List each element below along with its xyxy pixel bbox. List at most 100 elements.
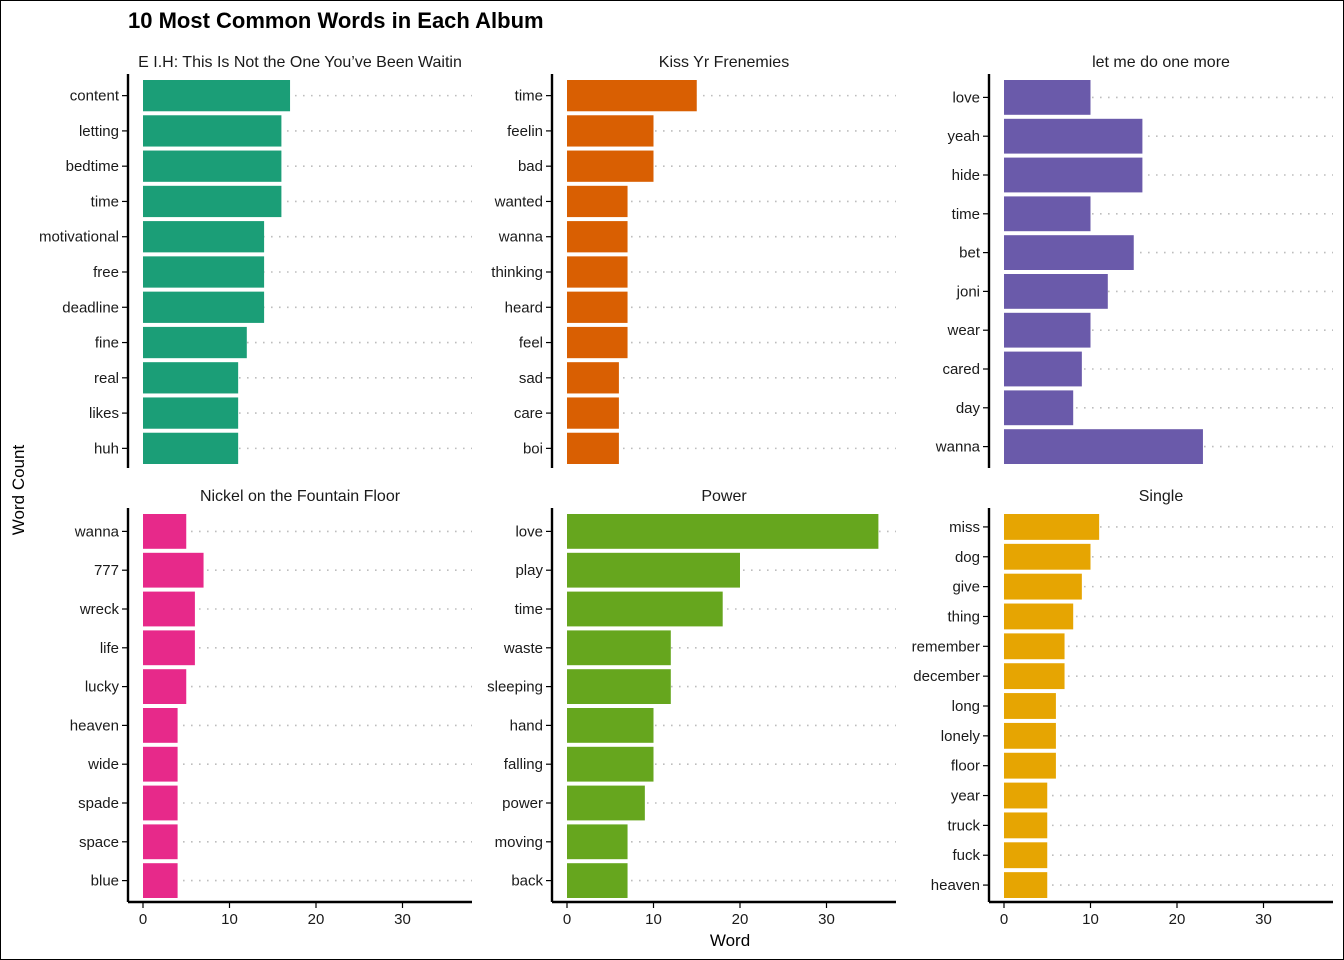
bar-heard [567,291,628,323]
category-label: truck [947,817,980,834]
category-label: day [956,400,981,417]
bar-waste [567,630,671,666]
panel-title: Nickel on the Fountain Floor [200,488,401,505]
x-tick-label: 20 [308,911,325,928]
category-label: real [94,370,119,387]
category-label: free [93,264,119,281]
bar-hand [567,708,654,743]
bar-time [567,80,697,112]
bar-feelin [567,115,654,147]
bar-falling [567,746,654,782]
category-label: deadline [62,299,119,316]
x-tick-label: 20 [1169,911,1186,928]
x-tick-label: 10 [645,911,662,928]
y-axis-title: Word Count [9,445,28,536]
panel-0: E I.H: This Is Not the One You’ve Been W… [39,54,472,468]
category-label: miss [949,519,980,536]
panel-title: Power [701,488,747,505]
bar-feel [567,326,628,359]
x-tick-label: 0 [563,911,571,928]
category-label: boi [523,440,543,457]
category-label: cared [942,361,980,378]
category-label: year [951,788,980,805]
bar-wanna [1004,429,1203,464]
panel-title: Kiss Yr Frenemies [659,54,789,71]
category-label: spade [78,795,119,812]
category-label: heaven [931,877,980,894]
category-label: love [952,89,980,106]
category-label: bad [518,158,543,175]
bar-heaven [1004,872,1048,898]
bar-hide [1004,157,1143,193]
panel-5: Single miss dog give thing remember december lo… [912,488,1333,928]
category-label: care [514,405,543,422]
category-label: thing [947,608,980,625]
category-label: lucky [85,679,120,696]
bar-time [143,185,282,218]
bar-yeah [1004,118,1143,154]
category-label: fine [95,335,119,352]
bar-floor [1004,752,1056,779]
category-label: wanna [74,523,120,540]
bar-lucky [143,669,187,704]
bar-fine [143,326,247,359]
bar-spade [143,785,178,821]
category-label: time [515,88,543,105]
bar-give [1004,573,1082,600]
category-label: heaven [70,717,119,734]
category-label: wide [87,756,119,773]
bar-wreck [143,591,195,627]
bar-777 [143,552,204,588]
bar-wanna [567,221,628,253]
bar-blue [143,863,178,898]
category-label: life [100,640,119,657]
bar-letting [143,115,282,147]
category-label: long [952,698,980,715]
x-axis-title: Word [710,931,750,950]
panel-title: Single [1139,488,1184,505]
bar-boi [567,432,619,464]
bar-december [1004,663,1065,690]
category-label: time [952,206,980,223]
bar-thing [1004,603,1074,630]
bar-fuck [1004,842,1048,869]
bar-wanna [143,514,187,549]
category-label: love [515,523,543,540]
category-label: falling [504,756,543,773]
category-label: thinking [491,264,543,281]
bar-wanted [567,185,628,218]
bar-dog [1004,543,1091,570]
category-label: power [502,795,543,812]
bar-play [567,552,740,588]
bar-bad [567,150,654,182]
bar-heaven [143,708,178,743]
x-tick-label: 30 [394,911,411,928]
category-label: dog [955,549,980,566]
bar-time [1004,196,1091,232]
bar-free [143,256,265,288]
panel-3: Nickel on the Fountain Floor wanna 777 wrec… [70,488,472,928]
bar-power [567,785,645,821]
panel-4: Power love play time waste sleeping hand fallin… [487,488,896,928]
category-label: time [91,193,119,210]
category-label: hand [510,717,543,734]
category-label: give [952,579,980,596]
x-tick-label: 30 [1255,911,1272,928]
category-label: remember [912,638,980,655]
bar-life [143,630,195,666]
category-label: bet [959,245,981,262]
category-label: 777 [94,562,119,579]
x-tick-label: 10 [1082,911,1099,928]
bar-long [1004,693,1056,719]
bar-lonely [1004,722,1056,749]
category-label: floor [951,758,980,775]
bar-likes [143,397,239,429]
category-label: waste [503,640,543,657]
bar-care [567,397,619,429]
bar-huh [143,432,239,464]
category-label: december [913,668,980,685]
category-label: play [515,562,543,579]
category-label: sleeping [487,679,543,696]
category-label: hide [952,167,980,184]
